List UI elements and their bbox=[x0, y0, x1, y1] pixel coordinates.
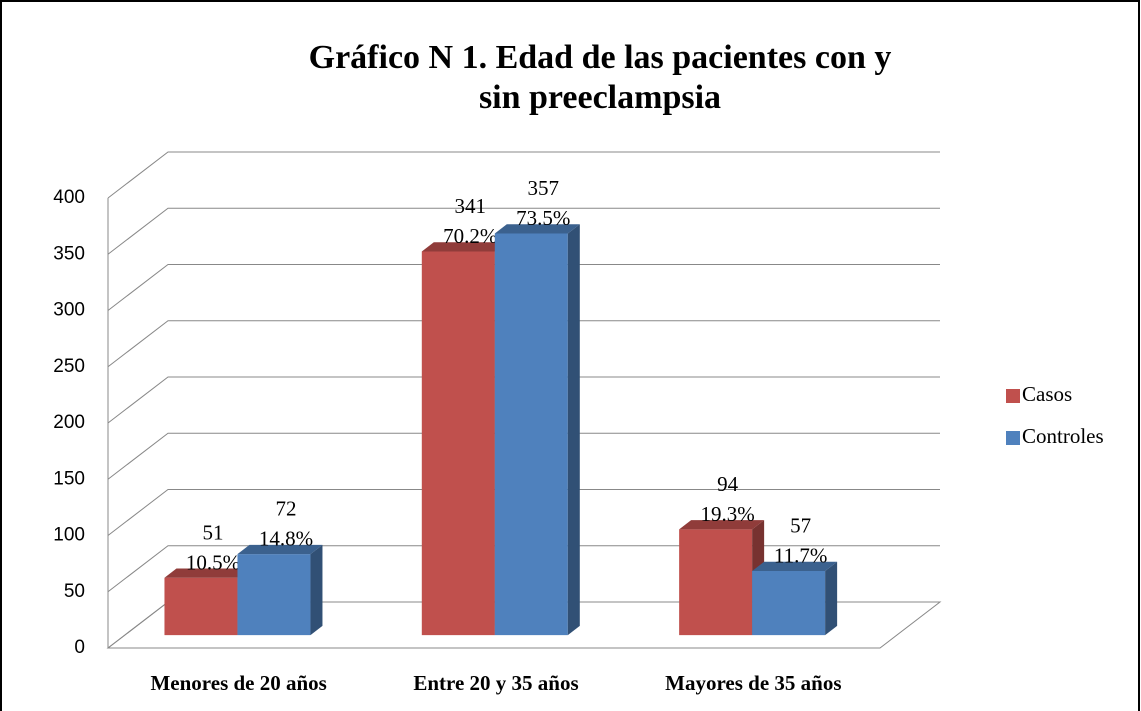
data-label: 51 bbox=[202, 520, 223, 544]
y-tick-label: 150 bbox=[53, 468, 85, 489]
data-label: 341 bbox=[455, 194, 487, 218]
data-label: 11.7% bbox=[774, 544, 827, 568]
bar-face bbox=[237, 544, 323, 555]
y-tick-label: 250 bbox=[53, 356, 85, 377]
data-label: 57 bbox=[790, 514, 811, 538]
bar-face bbox=[310, 544, 323, 636]
y-tick-label: 100 bbox=[53, 525, 85, 546]
bar-face bbox=[421, 242, 507, 252]
bar-face bbox=[237, 554, 311, 636]
grid-line bbox=[107, 489, 940, 536]
grid-line bbox=[107, 320, 940, 368]
data-label: 14.8% bbox=[259, 527, 313, 551]
bar bbox=[421, 242, 507, 636]
bar-face bbox=[421, 251, 495, 636]
x-tick-label: Mayores de 35 años bbox=[665, 671, 841, 695]
bar bbox=[679, 520, 765, 636]
bar-face bbox=[494, 224, 580, 234]
legend-label: Casos bbox=[1022, 382, 1072, 406]
data-label: 10.5% bbox=[186, 550, 240, 574]
y-tick-label: 400 bbox=[53, 187, 85, 208]
bar-face bbox=[679, 520, 765, 530]
data-label: 73.5% bbox=[516, 206, 570, 230]
y-tick-label: 50 bbox=[64, 581, 85, 602]
chart-title: Gráfico N 1. Edad de las pacientes con y… bbox=[308, 39, 892, 116]
bar-face bbox=[752, 570, 826, 636]
grid-line bbox=[107, 151, 940, 199]
grid-line bbox=[107, 207, 940, 255]
data-label: 94 bbox=[717, 472, 739, 496]
bar-face bbox=[494, 233, 568, 636]
y-tick-label: 0 bbox=[74, 637, 85, 658]
bar bbox=[494, 224, 580, 636]
grid-line bbox=[107, 264, 940, 311]
bar-face bbox=[164, 568, 250, 578]
x-tick-label: Entre 20 y 35 años bbox=[413, 671, 578, 695]
data-label: 70.2% bbox=[443, 224, 497, 248]
data-label: 357 bbox=[528, 176, 560, 200]
legend-swatch bbox=[1006, 389, 1020, 403]
y-tick-label: 350 bbox=[53, 243, 85, 264]
bar-face bbox=[164, 577, 238, 636]
grid-line bbox=[107, 432, 940, 480]
legend-label: Controles bbox=[1022, 424, 1104, 448]
bar bbox=[164, 568, 250, 636]
x-tick-label: Menores de 20 años bbox=[150, 671, 326, 695]
legend-swatch bbox=[1006, 431, 1020, 445]
bar-face bbox=[752, 561, 838, 571]
grid-line bbox=[107, 376, 940, 424]
y-tick-label: 300 bbox=[53, 300, 85, 321]
bar bbox=[752, 561, 838, 636]
y-tick-label: 200 bbox=[53, 412, 85, 433]
bar-face bbox=[825, 561, 838, 636]
data-label: 72 bbox=[275, 497, 296, 521]
data-label: 19.3% bbox=[701, 502, 755, 526]
bar bbox=[237, 544, 323, 636]
bar-face bbox=[567, 224, 580, 636]
bar-face bbox=[679, 529, 753, 636]
